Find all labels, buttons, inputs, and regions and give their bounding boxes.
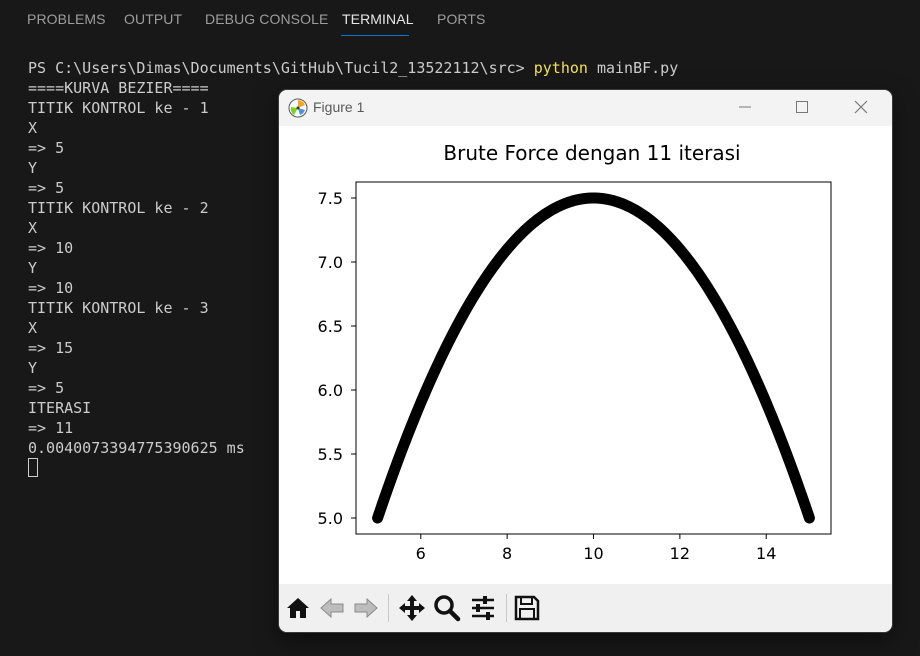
terminal-cursor bbox=[28, 458, 38, 477]
tab-debug-console[interactable]: DEBUG CONSOLE bbox=[205, 11, 329, 27]
home-button[interactable] bbox=[282, 592, 314, 624]
zoom-button[interactable] bbox=[431, 592, 463, 624]
configure-subplots-icon bbox=[472, 596, 494, 620]
bezier-curve-line bbox=[372, 192, 815, 524]
minimize-icon bbox=[739, 106, 751, 108]
tab-output[interactable]: OUTPUT bbox=[124, 11, 183, 27]
close-icon bbox=[854, 100, 868, 114]
x-tick-label: 6 bbox=[416, 544, 426, 563]
tab-terminal[interactable]: TERMINAL bbox=[342, 11, 414, 27]
terminal-output-line: TITIK KONTROL ke - 1 bbox=[28, 99, 209, 117]
terminal-output-line: TITIK KONTROL ke - 2 bbox=[28, 199, 209, 217]
figure-title: Figure 1 bbox=[313, 99, 365, 115]
x-tick-label: 14 bbox=[756, 544, 776, 563]
y-axis: 5.0 5.5 6.0 6.5 7.0 7.5 bbox=[318, 189, 356, 528]
x-axis: 6 8 10 12 14 bbox=[416, 534, 776, 563]
pan-button[interactable] bbox=[396, 592, 428, 624]
plot-frame bbox=[355, 181, 832, 535]
terminal-output-line: => 5 bbox=[28, 179, 65, 197]
chart-title: Brute Force dengan 11 iterasi bbox=[443, 141, 740, 165]
terminal-prompt-line: PS C:\Users\Dimas\Documents\GitHub\Tucil… bbox=[28, 58, 678, 78]
y-tick-label: 5.5 bbox=[318, 445, 343, 464]
terminal-output-line: => 5 bbox=[28, 379, 65, 397]
x-tick-label: 12 bbox=[670, 544, 690, 563]
y-tick-label: 7.0 bbox=[318, 253, 343, 272]
terminal-output-line: 0.004007339477539062​5 ms bbox=[28, 439, 245, 457]
close-button[interactable] bbox=[832, 90, 890, 124]
prompt-text: PS C:\Users\Dimas\Documents\GitHub\Tucil… bbox=[28, 59, 534, 77]
y-tick-label: 6.5 bbox=[318, 317, 343, 336]
panel-tab-bar: PROBLEMS OUTPUT DEBUG CONSOLE TERMINAL P… bbox=[0, 0, 920, 40]
toolbar-separator bbox=[506, 594, 507, 622]
configure-subplots-button[interactable] bbox=[467, 592, 499, 624]
zoom-icon bbox=[434, 595, 461, 622]
maximize-button[interactable] bbox=[773, 90, 831, 124]
maximize-icon bbox=[796, 101, 808, 113]
forward-button[interactable] bbox=[349, 592, 381, 624]
toolbar-separator bbox=[388, 594, 389, 622]
terminal-output-line: => 10 bbox=[28, 279, 74, 297]
x-tick-label: 10 bbox=[583, 544, 603, 563]
plot-canvas[interactable]: Brute Force dengan 11 iterasi 6 8 10 12 14 5… bbox=[279, 126, 892, 584]
save-button[interactable] bbox=[511, 592, 543, 624]
save-icon bbox=[514, 595, 540, 621]
forward-icon bbox=[354, 597, 378, 619]
terminal-output-line: Y bbox=[28, 159, 38, 177]
command-args: mainBF.py bbox=[587, 59, 679, 77]
terminal-output-line: ====KURVA BEZIER==== bbox=[28, 79, 209, 97]
command-text: python bbox=[533, 59, 588, 77]
terminal-output-line: X bbox=[28, 119, 38, 137]
home-icon bbox=[287, 598, 309, 618]
back-icon bbox=[320, 597, 344, 619]
bezier-chart: Brute Force dengan 11 iterasi 6 8 10 12 14 5… bbox=[318, 141, 832, 563]
y-tick-label: 5.0 bbox=[318, 509, 343, 528]
y-tick-label: 6.0 bbox=[318, 381, 343, 400]
terminal-output-line: => 5 bbox=[28, 139, 65, 157]
y-tick-label: 7.5 bbox=[318, 189, 343, 208]
matplotlib-icon bbox=[288, 98, 308, 118]
terminal-output-line: TITIK KONTROL ke - 3 bbox=[28, 299, 209, 317]
pan-icon bbox=[399, 595, 425, 621]
back-button[interactable] bbox=[317, 592, 349, 624]
figure-toolbar bbox=[279, 584, 892, 632]
terminal[interactable]: PS C:\Users\Dimas\Documents\GitHub\Tucil… bbox=[0, 48, 920, 656]
minimize-button[interactable] bbox=[716, 90, 774, 124]
active-tab-indicator bbox=[341, 35, 409, 36]
terminal-output-line: X bbox=[28, 219, 38, 237]
terminal-output-line: X bbox=[28, 319, 38, 337]
tab-problems[interactable]: PROBLEMS bbox=[27, 11, 106, 27]
terminal-output-line: => 15 bbox=[28, 339, 74, 357]
terminal-output-line: Y bbox=[28, 259, 38, 277]
figure-titlebar[interactable]: Figure 1 bbox=[279, 90, 892, 126]
figure-window[interactable]: Figure 1 Brute Force dengan 11 iterasi 6… bbox=[279, 90, 892, 632]
terminal-output-line: => 10 bbox=[28, 239, 74, 257]
terminal-output-line: => 11 bbox=[28, 419, 74, 437]
x-tick-label: 8 bbox=[502, 544, 512, 563]
terminal-output-line: ITERASI bbox=[28, 399, 92, 417]
terminal-output-line: Y bbox=[28, 359, 38, 377]
tab-ports[interactable]: PORTS bbox=[437, 11, 486, 27]
